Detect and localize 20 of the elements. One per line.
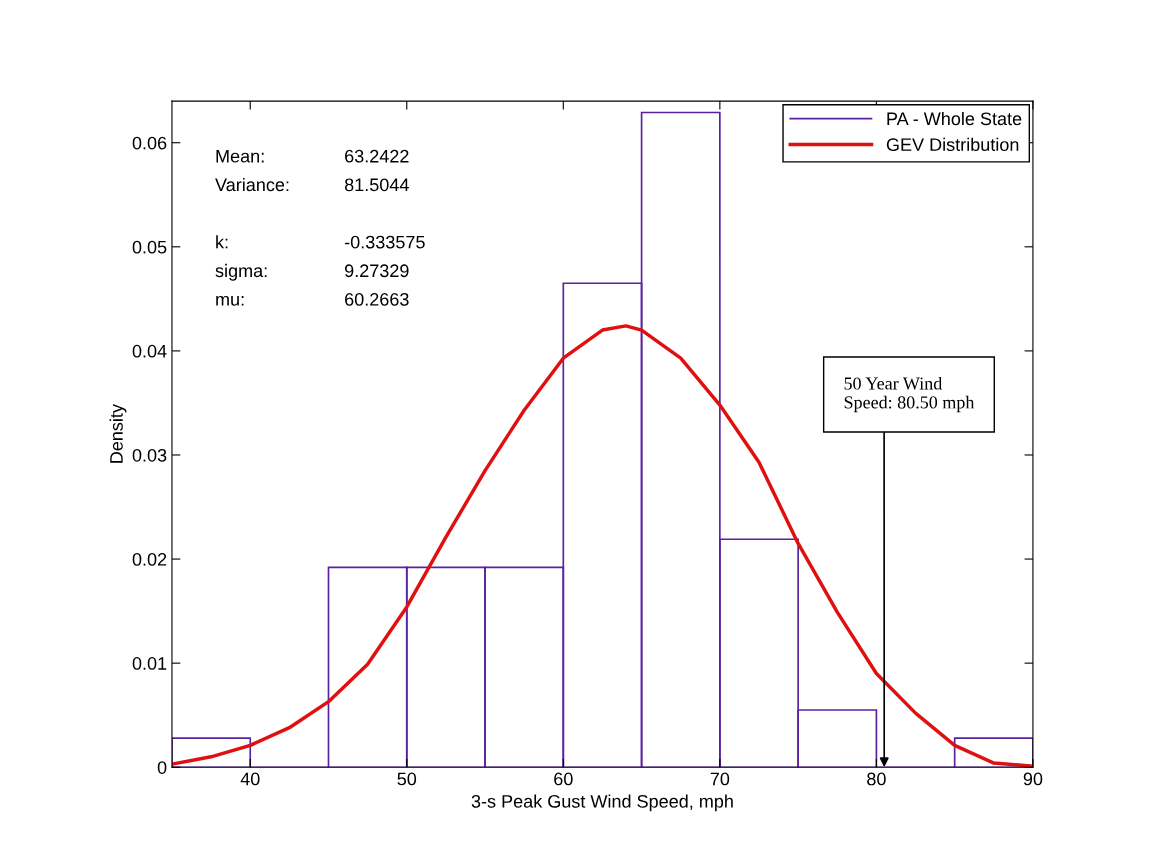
y-tick-label: 0.03 [132, 448, 167, 462]
y-tick-label: 0.06 [132, 136, 167, 150]
y-tick-label: 0.01 [132, 657, 167, 670]
y-tick-label: 0.04 [132, 344, 167, 358]
y-axis-title: Density [109, 404, 127, 463]
x-axis-title: 3-s Peak Gust Wind Speed, mph [471, 794, 733, 812]
x-tick-label: 80 [867, 772, 886, 786]
annotation: 50 Year Wind Speed: 80.50 mph [844, 376, 975, 413]
legend-label: PA - Whole State [887, 111, 1022, 126]
x-tick-label: 90 [1023, 772, 1043, 786]
x-tick-label: 60 [554, 772, 573, 786]
x-tick-label: 40 [240, 772, 260, 786]
y-tick-label: 0.05 [132, 240, 167, 254]
x-tick-label: 50 [397, 772, 417, 786]
y-tick-label: 0.02 [132, 553, 167, 566]
text: k: -0.333575 sigma: 9.27329 mu: 60.2663 [215, 235, 425, 306]
y-tick-label: 0 [157, 761, 167, 774]
text: Mean: 63.2422 Variance: 81.5044 [215, 149, 409, 192]
legend-label: GEV Distribution [886, 137, 1019, 152]
x-tick-label: 70 [710, 772, 730, 786]
